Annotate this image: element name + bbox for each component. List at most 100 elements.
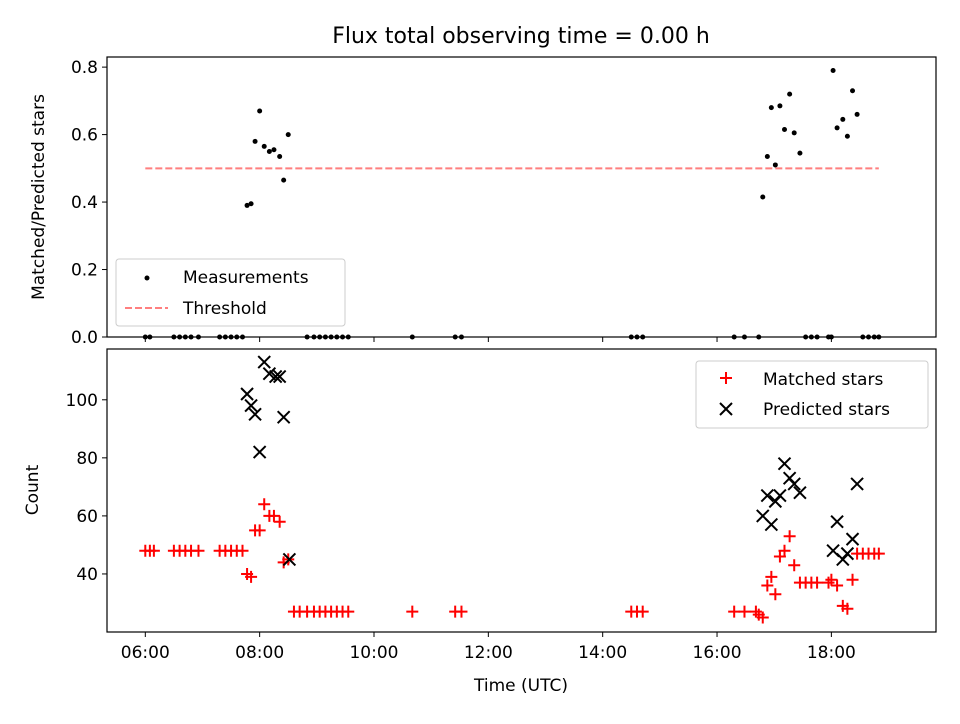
measurement-point <box>222 334 228 340</box>
predicted-star-point <box>276 410 291 424</box>
measurement-point <box>317 334 323 340</box>
matched-star-point <box>253 524 266 537</box>
measurement-point <box>409 334 415 340</box>
legend-predicted-label: Predicted stars <box>763 400 890 420</box>
legend-matched-label: Matched stars <box>763 370 883 390</box>
predicted-star-point <box>268 369 283 384</box>
matched-star-point <box>236 544 249 557</box>
measurement-point <box>828 334 834 340</box>
measurement-point <box>844 133 850 139</box>
x-tick-label: 08:00 <box>235 643 284 663</box>
predicted-star-point <box>830 514 844 529</box>
measurement-point <box>808 334 814 340</box>
matched-star-point <box>825 573 838 586</box>
measurement-point <box>628 334 634 340</box>
measurement-point <box>834 125 840 131</box>
bottom-y-tick-label: 40 <box>76 565 98 585</box>
measurement-point <box>340 334 346 340</box>
predicted-star-point <box>252 445 267 459</box>
measurement-point <box>803 334 809 340</box>
measurement-point <box>760 194 766 200</box>
bottom-axes-frame <box>106 348 937 633</box>
measurement-point <box>777 103 783 109</box>
predicted-star-point <box>773 488 787 503</box>
matched-star-point <box>783 530 796 543</box>
matched-star-point <box>811 576 824 589</box>
matched-star-point <box>406 605 419 618</box>
legend-matched-marker <box>720 372 732 384</box>
measurement-point <box>768 105 774 111</box>
top-y-tick-label: 0.8 <box>71 58 98 78</box>
measurement-point <box>266 148 272 154</box>
matched-star-point <box>342 605 355 618</box>
legend-measurements-label: Measurements <box>183 268 309 288</box>
matched-star-point <box>822 576 835 589</box>
measurement-point <box>244 202 250 208</box>
bottom-plot-marks <box>139 355 885 624</box>
x-tick-label: 18:00 <box>807 643 856 663</box>
x-tick-label: 14:00 <box>578 643 627 663</box>
matched-star-point <box>765 570 778 583</box>
matched-star-point <box>273 515 286 528</box>
predicted-star-point <box>850 477 864 491</box>
measurement-point <box>311 334 317 340</box>
measurement-point <box>322 334 328 340</box>
legend-measurements-marker <box>144 275 150 281</box>
measurement-point <box>328 334 334 340</box>
measurement-point <box>228 334 234 340</box>
top-axis-ticks: 0.0 0.2 0.4 0.6 0.8 <box>71 58 832 348</box>
top-y-tick-label: 0.4 <box>71 193 98 213</box>
measurement-point <box>252 138 258 144</box>
matched-star-point <box>636 605 649 618</box>
measurement-point <box>814 334 820 340</box>
measurement-point <box>772 162 778 168</box>
bottom-y-axis-label: Count <box>23 464 43 515</box>
matched-star-point <box>245 570 258 583</box>
predicted-star-point <box>787 477 801 491</box>
predicted-star-point <box>257 355 271 369</box>
measurement-point <box>239 334 245 340</box>
measurement-point <box>854 111 860 117</box>
matched-star-point <box>778 544 791 557</box>
measurement-point <box>830 67 836 73</box>
measurement-point <box>248 201 254 207</box>
measurement-point <box>787 91 793 97</box>
measurement-point <box>860 334 866 340</box>
bottom-axis-ticks: 40 60 80 100 06:00 08:00 10:00 12:00 14:00 16:00 1… <box>66 391 856 663</box>
measurement-point <box>791 130 797 136</box>
measurement-point <box>797 150 803 156</box>
predicted-star-point <box>248 407 262 422</box>
measurement-point <box>741 334 747 340</box>
measurement-point <box>234 334 240 340</box>
predicted-star-point <box>845 532 860 546</box>
matched-star-point <box>728 605 741 618</box>
predicted-star-point <box>764 517 779 532</box>
x-axis-label: Time (UTC) <box>473 676 568 696</box>
measurement-point <box>334 334 340 340</box>
measurement-point <box>195 334 201 340</box>
measurement-point <box>634 334 640 340</box>
top-plot-marks <box>142 67 882 340</box>
measurement-point <box>458 334 464 340</box>
bottom-legend-box <box>695 360 929 429</box>
legend-threshold-label: Threshold <box>182 299 267 319</box>
matched-star-point <box>846 573 859 586</box>
measurement-point <box>217 334 223 340</box>
matched-star-point <box>147 544 160 557</box>
measurement-point <box>281 177 287 183</box>
matched-star-point <box>769 588 782 601</box>
measurement-point <box>261 143 267 149</box>
matched-star-point <box>788 559 801 572</box>
measurement-point <box>285 132 291 138</box>
matched-star-point <box>756 611 769 624</box>
top-y-tick-label: 0.6 <box>71 126 98 146</box>
measurement-point <box>188 334 194 340</box>
measurement-point <box>345 334 351 340</box>
top-y-tick-label: 0.0 <box>71 328 98 348</box>
measurement-point <box>277 154 283 160</box>
top-axes-frame <box>106 56 937 338</box>
matched-star-point <box>738 605 751 618</box>
bottom-legend: Matched stars Predicted stars <box>695 360 929 429</box>
matched-star-point <box>258 498 271 511</box>
